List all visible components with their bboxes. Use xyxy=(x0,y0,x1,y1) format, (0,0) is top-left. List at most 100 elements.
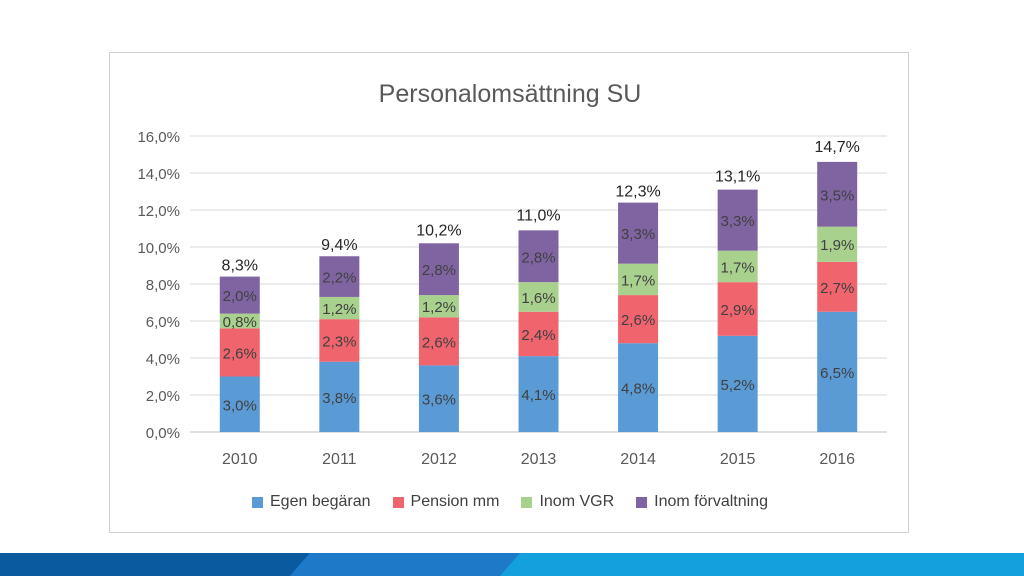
bar-segment xyxy=(319,256,360,297)
segment-label: 2,3% xyxy=(322,333,356,350)
footer-band-segment xyxy=(0,553,310,576)
legend: Egen begäran Pension mm Inom VGR Inom förva… xyxy=(110,484,910,520)
total-label: 11,0% xyxy=(516,208,560,225)
segment-label: 3,3% xyxy=(721,213,755,230)
total-label: 12,3% xyxy=(615,183,660,200)
bar-segment xyxy=(717,250,758,283)
segment-label: 2,8% xyxy=(521,249,555,266)
total-label: 8,3% xyxy=(222,257,258,274)
bar-segment xyxy=(319,361,360,432)
segment-label: 0,8% xyxy=(223,314,257,331)
legend-label: Inom förvaltning xyxy=(654,493,768,510)
legend-item: Egen begäran xyxy=(252,493,371,511)
total-label: 9,4% xyxy=(321,237,357,254)
bar-segment xyxy=(418,243,459,296)
bar-segment xyxy=(219,313,260,329)
bar-segment xyxy=(717,282,758,336)
segment-label: 2,6% xyxy=(621,312,655,329)
chart-frame: Personalomsättning SU 0,0% 2,0% 4,0% 6,0% 8,… xyxy=(109,52,909,533)
segment-label: 1,2% xyxy=(422,299,456,316)
total-label: 14,7% xyxy=(815,139,860,156)
segment-label: 1,2% xyxy=(322,301,356,318)
y-tick-label: 0,0% xyxy=(146,425,180,442)
bar-segment xyxy=(817,261,858,312)
segment-label: 2,4% xyxy=(521,327,555,344)
segment-label: 2,6% xyxy=(223,345,257,362)
legend-swatch xyxy=(392,496,404,508)
x-tick-label: 2015 xyxy=(720,451,756,468)
legend-label: Pension mm xyxy=(410,493,500,510)
segment-label: 2,9% xyxy=(721,302,755,319)
bar-segment xyxy=(319,319,360,362)
bar-segment xyxy=(717,189,758,251)
legend-item: Inom VGR xyxy=(521,493,614,511)
x-axis-ticks: 2010 2011 2012 2013 2014 2015 2016 xyxy=(222,451,855,468)
bar-segment xyxy=(817,226,858,262)
segment-label: 4,1% xyxy=(521,387,555,404)
segment-label: 2,8% xyxy=(422,262,456,279)
bar-segment xyxy=(518,311,559,357)
segment-label: 6,5% xyxy=(820,365,854,382)
segment-label: 2,2% xyxy=(322,270,356,287)
segment-label: 1,9% xyxy=(820,237,854,254)
segment-label: 2,6% xyxy=(422,334,456,351)
segment-label: 3,0% xyxy=(223,397,257,414)
y-tick-label: 14,0% xyxy=(137,166,180,183)
segment-label: 5,2% xyxy=(721,377,755,394)
segment-label: 1,7% xyxy=(721,259,755,276)
y-tick-label: 10,0% xyxy=(137,240,180,257)
legend-item: Pension mm xyxy=(392,493,500,511)
y-tick-label: 8,0% xyxy=(146,277,180,294)
segment-label: 3,3% xyxy=(621,226,655,243)
bar-segment xyxy=(618,343,659,432)
x-tick-label: 2011 xyxy=(322,451,357,468)
x-tick-label: 2012 xyxy=(421,451,457,468)
segment-label: 1,6% xyxy=(521,290,555,307)
bar-segment xyxy=(418,317,459,366)
y-tick-label: 4,0% xyxy=(146,351,180,368)
legend-label: Inom VGR xyxy=(539,493,615,510)
x-tick-label: 2010 xyxy=(222,451,258,468)
total-label: 10,2% xyxy=(416,222,461,239)
y-tick-label: 6,0% xyxy=(146,314,180,331)
bar-segment xyxy=(319,296,360,320)
legend-swatch xyxy=(521,496,533,508)
bar-segment xyxy=(518,282,559,312)
data-labels: 3,0% 2,6% 0,8% 2,0% 8,3% 3,8% 2,3% 1,2% 2,2% 9,4%… xyxy=(222,139,860,414)
bar-segment xyxy=(817,161,858,227)
bar-segment xyxy=(418,365,459,432)
bar-segment xyxy=(817,311,858,432)
segment-label: 3,8% xyxy=(322,390,356,407)
bar-segment xyxy=(717,335,758,432)
bar-segment xyxy=(518,230,559,283)
x-tick-label: 2016 xyxy=(819,451,855,468)
y-tick-label: 2,0% xyxy=(146,388,180,405)
segment-label: 4,8% xyxy=(621,381,655,398)
legend-swatch xyxy=(636,496,648,508)
segment-label: 2,0% xyxy=(223,288,257,305)
footer-band-segment xyxy=(540,553,1024,576)
bar-segment xyxy=(618,202,659,264)
segment-label: 2,7% xyxy=(820,280,854,297)
legend-item: Inom förvaltning xyxy=(636,493,768,511)
total-label: 13,1% xyxy=(715,169,760,186)
bars xyxy=(219,161,858,432)
bar-segment xyxy=(219,328,260,377)
bar-segment xyxy=(219,276,260,314)
footer-band xyxy=(0,553,1024,576)
x-tick-label: 2013 xyxy=(521,451,557,468)
y-tick-label: 16,0% xyxy=(137,129,180,146)
footer-band-segment xyxy=(290,553,520,576)
bar-segment xyxy=(418,295,459,318)
y-axis-ticks: 0,0% 2,0% 4,0% 6,0% 8,0% 10,0% 12,0% 14,0% 16,0% xyxy=(137,129,180,442)
legend-label: Egen begäran xyxy=(270,493,371,510)
chart-title: Personalomsättning SU xyxy=(379,80,642,108)
bar-segment xyxy=(518,356,559,432)
segment-label: 1,7% xyxy=(621,272,655,289)
bar-segment xyxy=(618,263,659,296)
segment-label: 3,5% xyxy=(820,187,854,204)
y-tick-label: 12,0% xyxy=(137,203,180,220)
segment-label: 3,6% xyxy=(422,392,456,409)
stacked-bar-chart: Personalomsättning SU 0,0% 2,0% 4,0% 6,0% 8,… xyxy=(137,80,887,468)
x-tick-label: 2014 xyxy=(620,451,656,468)
